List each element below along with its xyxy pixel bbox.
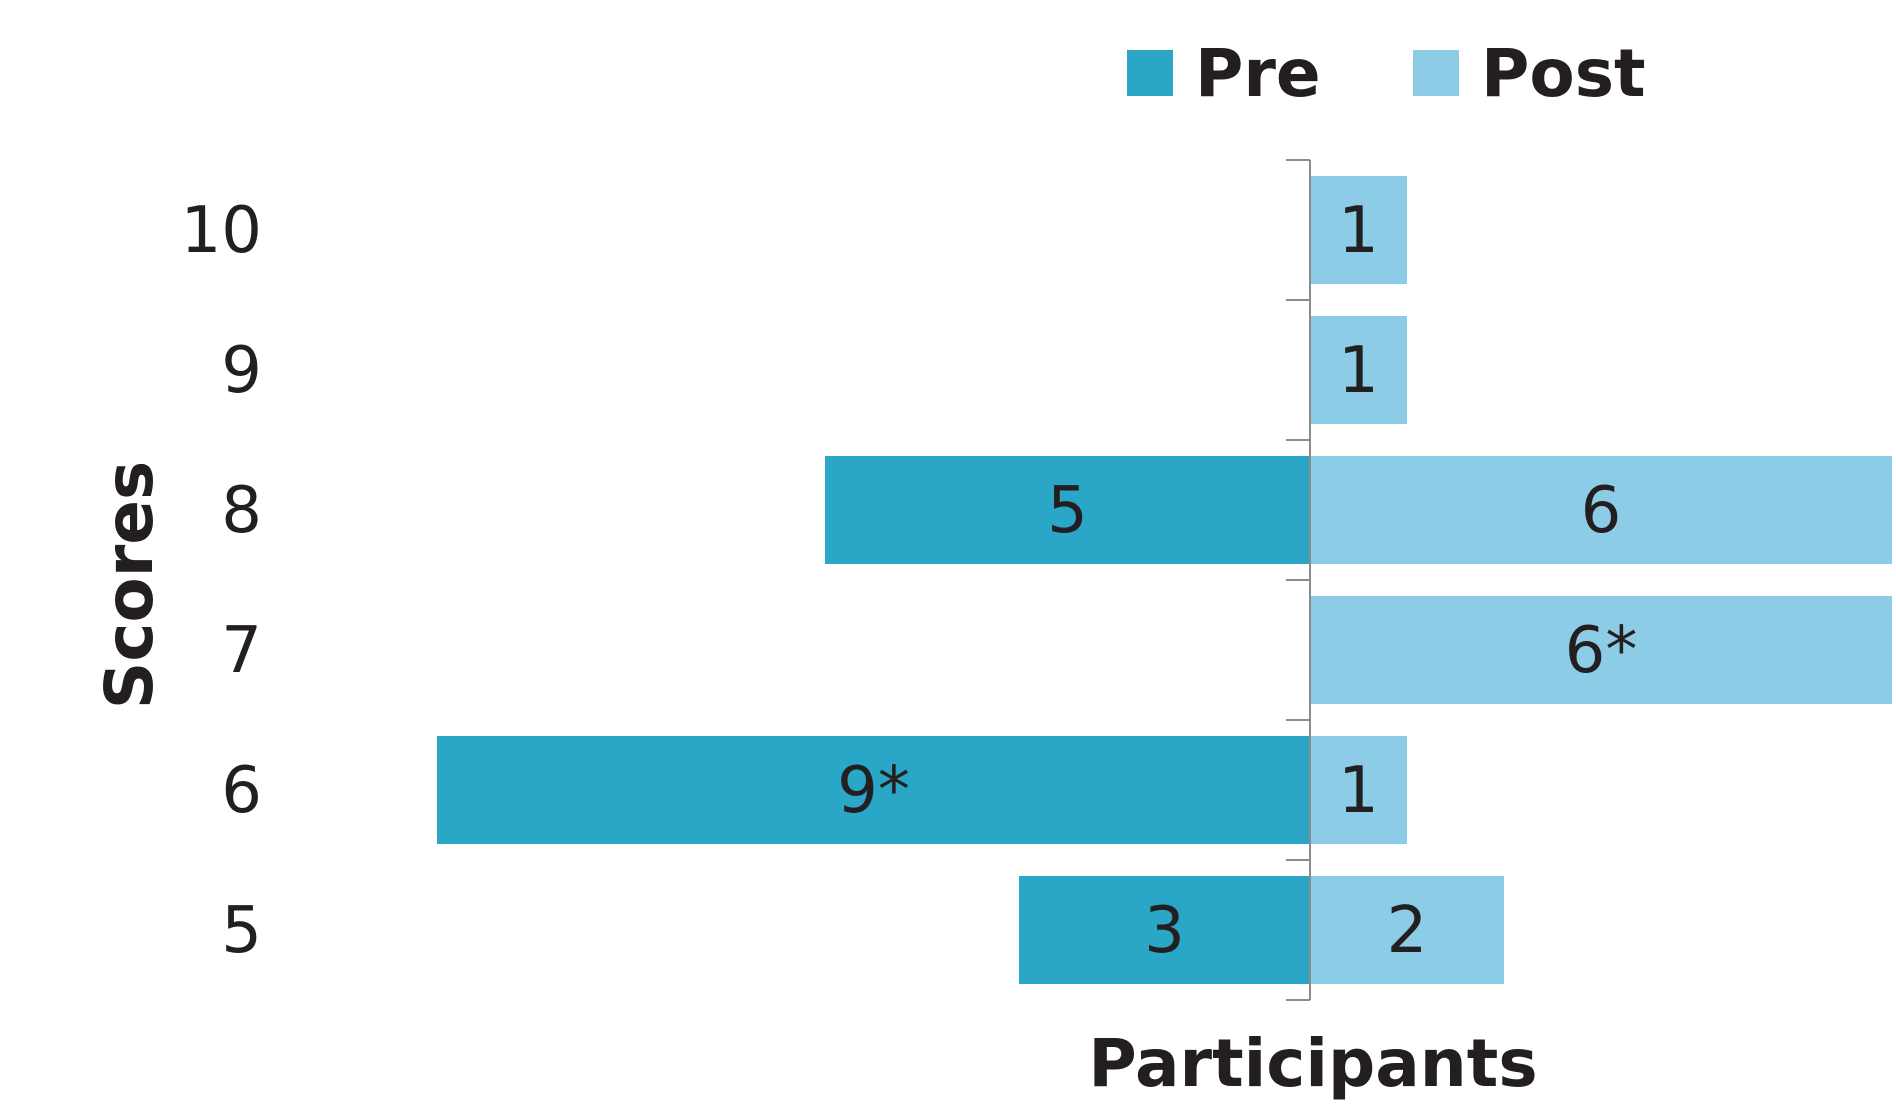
y-tick-label: 8 — [221, 474, 262, 548]
bar-pre-label: 9* — [837, 754, 910, 828]
legend-post-label: Post — [1481, 35, 1646, 112]
bar-pre — [825, 456, 1310, 564]
y-axis-title: Scores — [91, 461, 168, 710]
bar-pre-label: 5 — [1047, 474, 1088, 548]
bar-post-label: 1 — [1338, 194, 1379, 268]
bar-pre — [437, 736, 1310, 844]
bar-post-label: 6* — [1565, 614, 1638, 688]
bars — [437, 176, 1892, 984]
bar-post — [1310, 176, 1407, 284]
bar-post-label: 1 — [1338, 754, 1379, 828]
y-tick-label: 10 — [181, 194, 262, 268]
y-axis — [1286, 159, 1311, 1001]
y-tick-label: 7 — [221, 614, 262, 688]
bar-post-label: 6 — [1581, 474, 1622, 548]
bar-post — [1310, 736, 1407, 844]
y-tick-labels: 10 9 8 7 6 5 — [181, 194, 262, 968]
legend: Pre Post — [1127, 35, 1646, 112]
bar-post — [1310, 596, 1892, 704]
bar-labels: 1 1 5 6 6* 9* 1 3 2 — [837, 194, 1637, 968]
bar-post-label: 2 — [1387, 894, 1428, 968]
bar-post — [1310, 876, 1504, 984]
legend-pre-label: Pre — [1195, 35, 1321, 112]
bar-post — [1310, 316, 1407, 424]
y-tick-label: 5 — [221, 894, 262, 968]
bar-post — [1310, 456, 1892, 564]
y-tick-label: 6 — [221, 754, 262, 828]
legend-post-swatch — [1413, 50, 1459, 96]
bar-pre-label: 3 — [1144, 894, 1185, 968]
legend-pre-swatch — [1127, 50, 1173, 96]
x-axis-title: Participants — [1088, 1025, 1537, 1102]
y-tick-label: 9 — [221, 334, 262, 408]
bar-pre — [1019, 876, 1310, 984]
bar-post-label: 1 — [1338, 334, 1379, 408]
